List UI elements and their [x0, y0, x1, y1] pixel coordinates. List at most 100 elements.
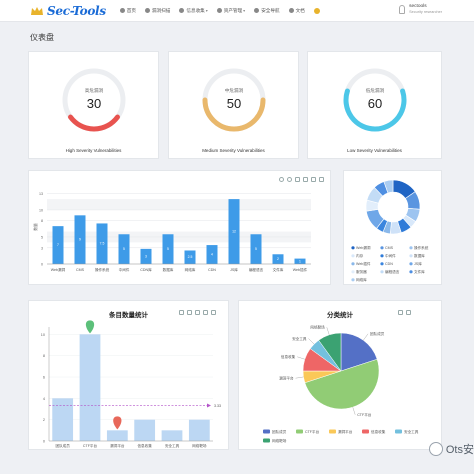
legend-marker [362, 429, 369, 434]
download-icon[interactable] [211, 310, 216, 315]
x-tick-label: 中间件 [119, 267, 130, 272]
nav-item-1[interactable]: 漏洞扫描 [144, 7, 171, 14]
bar-value-label: 5 [123, 247, 125, 251]
nav-label: 资产管理 [223, 7, 243, 13]
vuln-bar-card: 0 3 5 8 10 13 数量 7 Web漏洞 9 CMS 7.5 操作系统 5 中间件 3 CDN库 5 数据库… [28, 170, 331, 285]
donut-slice[interactable] [383, 179, 394, 194]
x-tick-label: CMS [76, 268, 85, 272]
bar[interactable] [272, 254, 284, 264]
settings-icon[interactable] [313, 7, 320, 14]
bar[interactable] [52, 398, 74, 441]
pie-label: 网络靶场 [310, 325, 325, 330]
bar-value-label: 1 [299, 259, 301, 263]
pie-label: CTF平台 [357, 412, 372, 417]
legend-marker [409, 246, 413, 250]
legend-label: 操作系统 [414, 245, 429, 250]
legend-label: Web漏洞 [356, 245, 371, 250]
bar[interactable] [140, 248, 152, 264]
pie-label-line [308, 338, 315, 345]
bar[interactable] [161, 430, 183, 441]
gauge-low-arc [343, 88, 407, 132]
download-icon[interactable] [406, 310, 411, 315]
legend-marker [296, 429, 303, 434]
legend-marker [409, 262, 413, 266]
pie-label-line [363, 333, 369, 341]
bar[interactable] [250, 234, 262, 264]
y-tick-label: 13 [39, 192, 43, 196]
y-tick-label: 3 [41, 246, 43, 250]
bar[interactable] [206, 245, 218, 264]
legend-marker [351, 270, 355, 274]
bar-chart-icon[interactable] [195, 310, 200, 315]
gauge-low-caption: Low Severity Vulnerabilities [347, 148, 402, 153]
y-tick-label: 10 [41, 333, 45, 337]
legend-label: CTF平台 [305, 429, 320, 434]
home-icon[interactable] [311, 177, 316, 182]
nav-label: 漏洞扫描 [151, 7, 171, 13]
pie-label: 漏洞平台 [279, 375, 294, 380]
bar[interactable] [74, 215, 86, 264]
bar[interactable] [96, 223, 108, 264]
bar[interactable] [188, 419, 210, 441]
bar[interactable] [118, 234, 130, 264]
nav-label: 安全导航 [261, 7, 280, 13]
pie-chart-toolbar [398, 310, 411, 315]
count-chart-title: 条目数量统计 [109, 312, 148, 319]
bar[interactable] [134, 419, 156, 441]
x-tick-label: CDN [208, 268, 216, 272]
nav-item-5[interactable]: 文档 [288, 7, 305, 14]
x-tick-label: Web漏洞 [51, 267, 66, 272]
gauge-medium-value: 50 [226, 96, 242, 111]
legend-label: 网络库 [356, 277, 367, 282]
data-view-icon[interactable] [398, 310, 403, 315]
x-tick-label: 操作系统 [95, 267, 110, 272]
bar[interactable] [294, 258, 306, 264]
brand-name: Sec-Tools [47, 3, 106, 18]
bar[interactable] [228, 199, 240, 264]
data-view-icon[interactable] [179, 310, 184, 315]
asset-icon [216, 8, 222, 13]
line-chart-icon[interactable] [187, 310, 192, 315]
gauge-high-value: 30 [86, 96, 102, 111]
vuln-donut-card: Web漏洞 CMS 操作系统 内存 中间件 数据库 Web插件 CDN JS库 服务器 编程语言 文件… [343, 170, 442, 285]
legend-marker [380, 262, 384, 266]
pie-slice[interactable] [318, 332, 342, 372]
zoom-reset-icon[interactable] [287, 177, 292, 182]
gauge-medium-arc [202, 97, 266, 132]
legend-marker [395, 429, 402, 434]
markline-arrow [207, 403, 211, 408]
gauge-high-arc [68, 114, 120, 132]
bar[interactable] [162, 234, 174, 264]
download-icon[interactable] [319, 177, 324, 182]
max-markpoint[interactable] [85, 320, 95, 334]
bar-value-label: 4 [211, 253, 213, 257]
count-chart-toolbar [179, 310, 216, 315]
bar[interactable] [52, 226, 64, 264]
min-markpoint[interactable] [113, 416, 122, 430]
pie-slice[interactable] [304, 358, 380, 410]
restore-icon[interactable] [295, 177, 300, 182]
refresh-icon[interactable] [203, 310, 208, 315]
zoom-in-icon[interactable] [279, 177, 284, 182]
nav-item-3[interactable]: 资产管理 ▾ [216, 7, 245, 14]
x-tick-label: 网络库 [185, 267, 196, 272]
crown-icon [31, 6, 43, 15]
nav-label: 文档 [295, 7, 305, 13]
count-bar-chart: 0 2 4 6 8 10 团队成员 CTF平台 漏洞平台 信息收集 安全工具 网络靶场 3.33 [41, 320, 221, 448]
brand-logo[interactable]: Sec-Tools [30, 4, 106, 18]
nav-item-0[interactable]: 首页 [119, 8, 136, 14]
gauge-medium-caption: Medium Severity Vulnerabilities [202, 148, 265, 153]
legend-label: CMS [385, 246, 394, 250]
data-view-icon[interactable] [303, 177, 308, 182]
nav-item-4[interactable]: 安全导航 [254, 7, 280, 14]
bar[interactable] [106, 430, 128, 441]
nav-item-2[interactable]: 信息收集 ▾ [179, 8, 208, 14]
gauge-high-label: 高危漏洞 [84, 88, 104, 93]
watermark-text: Ots安 [445, 444, 474, 456]
user-menu[interactable]: sectools Security researcher [399, 4, 442, 14]
bar[interactable] [79, 334, 101, 441]
bar-value-label: 12 [232, 230, 236, 234]
x-tick-label: 编程语言 [249, 267, 264, 272]
bar[interactable] [184, 250, 196, 264]
legend-label: 漏洞平台 [338, 429, 353, 434]
